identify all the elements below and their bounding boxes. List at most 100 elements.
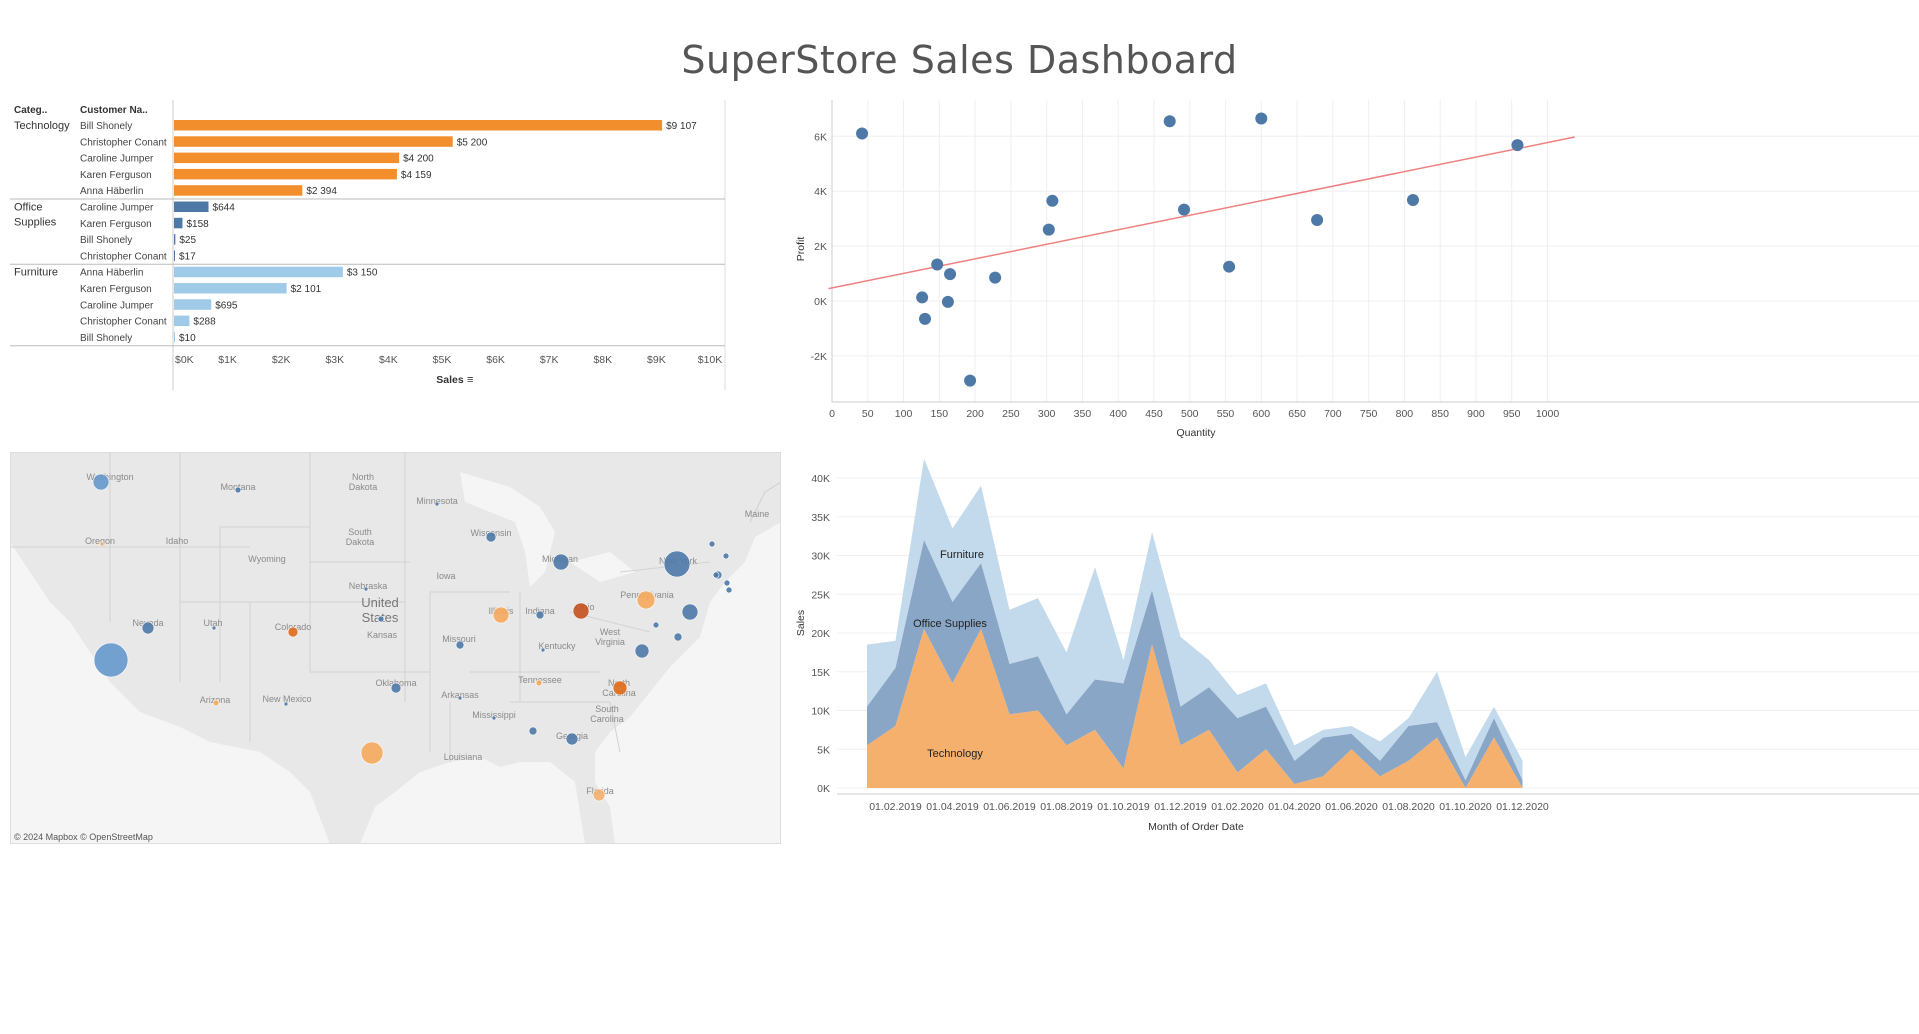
state-sales-bubble[interactable]	[612, 680, 628, 696]
state-sales-bubble[interactable]	[390, 682, 402, 694]
state-sales-bubble[interactable]	[572, 602, 590, 620]
state-sales-bubble[interactable]	[360, 741, 384, 765]
state-sales-bubble[interactable]	[636, 590, 656, 610]
state-sales-bubble[interactable]	[681, 603, 699, 621]
state-sales-bubble[interactable]	[652, 621, 660, 629]
area-series-technology[interactable]	[867, 629, 1523, 788]
sales-bar[interactable]	[174, 168, 397, 180]
state-sales-bubble[interactable]	[552, 553, 570, 571]
state-sales-bubble[interactable]	[540, 647, 546, 653]
state-sales-bubble[interactable]	[234, 486, 242, 494]
scatter-point[interactable]	[916, 291, 929, 304]
sales-bar[interactable]	[174, 283, 287, 294]
sales-bar[interactable]	[174, 266, 343, 278]
bar-value-label: $2 101	[291, 284, 322, 295]
state-sales-bubble[interactable]	[535, 679, 543, 687]
scatter-point[interactable]	[1178, 203, 1191, 216]
sales-bar[interactable]	[174, 201, 209, 213]
header-customer[interactable]: Customer Na..	[80, 105, 148, 116]
state-sales-bubble[interactable]	[663, 550, 691, 578]
state-sales-bubble[interactable]	[363, 586, 369, 592]
state-sales-bubble[interactable]	[485, 531, 497, 543]
sales-bar[interactable]	[174, 250, 175, 261]
state-sales-bubble[interactable]	[535, 610, 545, 620]
scatter-point[interactable]	[964, 374, 977, 387]
x-tick-label: 800	[1396, 408, 1414, 420]
state-sales-bubble[interactable]	[634, 643, 650, 659]
sales-bar[interactable]	[174, 152, 400, 164]
x-tick-label: 01.12.2020	[1496, 801, 1549, 813]
scatter-point[interactable]	[931, 258, 944, 271]
state-sales-bubble[interactable]	[491, 715, 497, 721]
x-tick-label: $2K	[272, 354, 291, 366]
sales-bar[interactable]	[174, 331, 175, 343]
state-sales-bubble[interactable]	[725, 586, 733, 594]
scatter-point[interactable]	[1042, 223, 1055, 236]
header-category[interactable]: Categ..	[14, 105, 48, 116]
customer-label: Caroline Jumper	[80, 154, 154, 165]
sales-bar[interactable]	[174, 217, 183, 229]
scatter-point[interactable]	[1223, 260, 1236, 273]
customer-label: Christopher Conant	[80, 317, 167, 328]
scatter-point[interactable]	[989, 271, 1002, 284]
state-sales-bubble[interactable]	[141, 621, 155, 635]
scatter-point[interactable]	[1046, 194, 1059, 207]
state-sales-bubble[interactable]	[457, 695, 463, 701]
x-tick-label: 250	[1002, 408, 1020, 420]
state-sales-bubble[interactable]	[673, 632, 683, 642]
state-sales-bubble[interactable]	[287, 626, 299, 638]
customer-label: Anna Häberlin	[80, 268, 143, 279]
scatter-point[interactable]	[1255, 112, 1268, 125]
scatter-point[interactable]	[941, 295, 954, 308]
state-sales-bubble[interactable]	[283, 701, 289, 707]
x-tick-label: 1000	[1536, 408, 1560, 420]
state-sales-bubble[interactable]	[528, 726, 538, 736]
state-label: Nebraska	[349, 581, 388, 591]
state-sales-bubble[interactable]	[712, 571, 720, 579]
y-tick-label: 4K	[814, 186, 827, 198]
scatter-point[interactable]	[856, 127, 869, 140]
bar-value-label: $10	[179, 333, 196, 344]
state-sales-bubble[interactable]	[708, 540, 716, 548]
x-axis-title: Sales	[436, 374, 464, 386]
x-tick-label: 01.06.2020	[1325, 801, 1378, 813]
scatter-point[interactable]	[1511, 139, 1524, 152]
state-sales-bubble[interactable]	[99, 541, 105, 547]
x-tick-label: $9K	[647, 354, 666, 366]
state-sales-bubble[interactable]	[93, 642, 129, 678]
category-label: Technology	[14, 120, 70, 132]
map-credit: © 2024 Mapbox © OpenStreetMap	[14, 832, 153, 842]
scatter-point[interactable]	[919, 312, 932, 325]
scatter-point[interactable]	[944, 268, 957, 281]
state-label: West	[600, 627, 621, 637]
customer-label: Anna Häberlin	[80, 186, 143, 197]
trend-line[interactable]	[828, 136, 1575, 290]
state-sales-bubble[interactable]	[565, 732, 579, 746]
state-sales-bubble[interactable]	[722, 552, 730, 560]
sales-bar[interactable]	[174, 315, 190, 327]
state-sales-bubble[interactable]	[377, 615, 385, 623]
area-series-furniture[interactable]	[867, 458, 1523, 781]
scatter-point[interactable]	[1406, 193, 1419, 206]
sales-bar[interactable]	[174, 120, 663, 131]
sales-bar[interactable]	[174, 299, 212, 310]
state-sales-bubble[interactable]	[92, 473, 110, 491]
scatter-point[interactable]	[1311, 214, 1324, 227]
x-tick-label: 850	[1431, 408, 1449, 420]
state-sales-bubble[interactable]	[492, 606, 510, 624]
sales-by-state-map[interactable]: WashingtonMontanaNorthDakotaMinnesotaOre…	[10, 452, 781, 844]
state-sales-bubble[interactable]	[723, 579, 731, 587]
dashboard-title: SuperStore Sales Dashboard	[681, 38, 1238, 82]
state-sales-bubble[interactable]	[455, 640, 465, 650]
sales-bar[interactable]	[174, 234, 176, 245]
sales-bar[interactable]	[174, 185, 303, 196]
scatter-point[interactable]	[1163, 115, 1176, 128]
state-sales-bubble[interactable]	[212, 699, 220, 707]
sales-bar[interactable]	[174, 136, 453, 147]
sort-icon[interactable]: ≡	[467, 374, 473, 386]
state-sales-bubble[interactable]	[211, 625, 217, 631]
y-tick-label: 5K	[817, 744, 830, 756]
area-series-office-supplies[interactable]	[867, 540, 1523, 788]
state-sales-bubble[interactable]	[434, 501, 440, 507]
state-sales-bubble[interactable]	[592, 788, 606, 802]
